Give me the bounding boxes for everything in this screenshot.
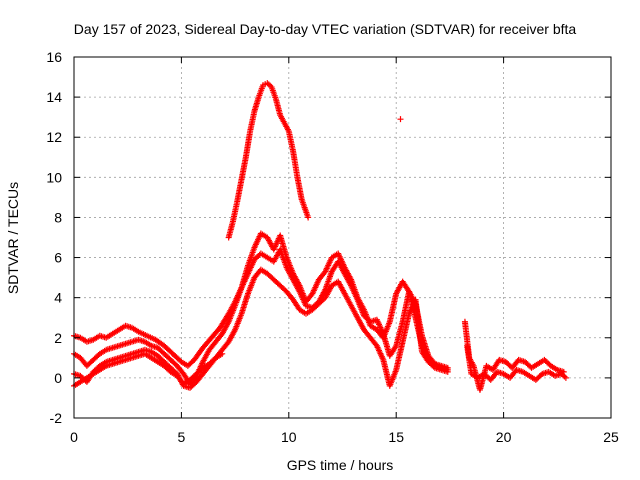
data-point — [397, 116, 404, 123]
y-tick-label: 12 — [46, 129, 62, 145]
x-tick-label: 20 — [496, 429, 512, 445]
data-point — [562, 374, 569, 381]
x-tick-label: 5 — [178, 429, 186, 445]
chart-title: Day 157 of 2023, Sidereal Day-to-day VTE… — [74, 21, 577, 37]
y-tick-label: 14 — [46, 89, 62, 105]
x-tick-label: 10 — [281, 429, 297, 445]
y-tick-label: 8 — [54, 209, 62, 225]
x-tick-label: 15 — [388, 429, 404, 445]
data-point — [305, 214, 312, 221]
y-axis-label: SDTVAR / TECUs — [5, 182, 21, 294]
y-tick-label: 4 — [54, 290, 62, 306]
y-tick-label: 10 — [46, 169, 62, 185]
axes — [73, 56, 612, 419]
grid — [74, 57, 611, 418]
x-tick-label: 0 — [70, 429, 78, 445]
y-tick-label: 16 — [46, 49, 62, 65]
y-tick-label: 0 — [54, 370, 62, 386]
tick-labels: 0 5 10 15 20 25 -2 0 2 4 6 8 10 12 14 16 — [46, 49, 619, 445]
plot-frame — [73, 56, 612, 419]
data-point — [219, 350, 226, 357]
x-tick-label: 25 — [603, 429, 619, 445]
data-point — [444, 368, 451, 375]
y-tick-label: -2 — [50, 410, 63, 426]
x-axis-label: GPS time / hours — [287, 457, 394, 473]
data-layer — [71, 80, 569, 393]
y-tick-label: 6 — [54, 250, 62, 266]
y-tick-label: 2 — [54, 330, 62, 346]
